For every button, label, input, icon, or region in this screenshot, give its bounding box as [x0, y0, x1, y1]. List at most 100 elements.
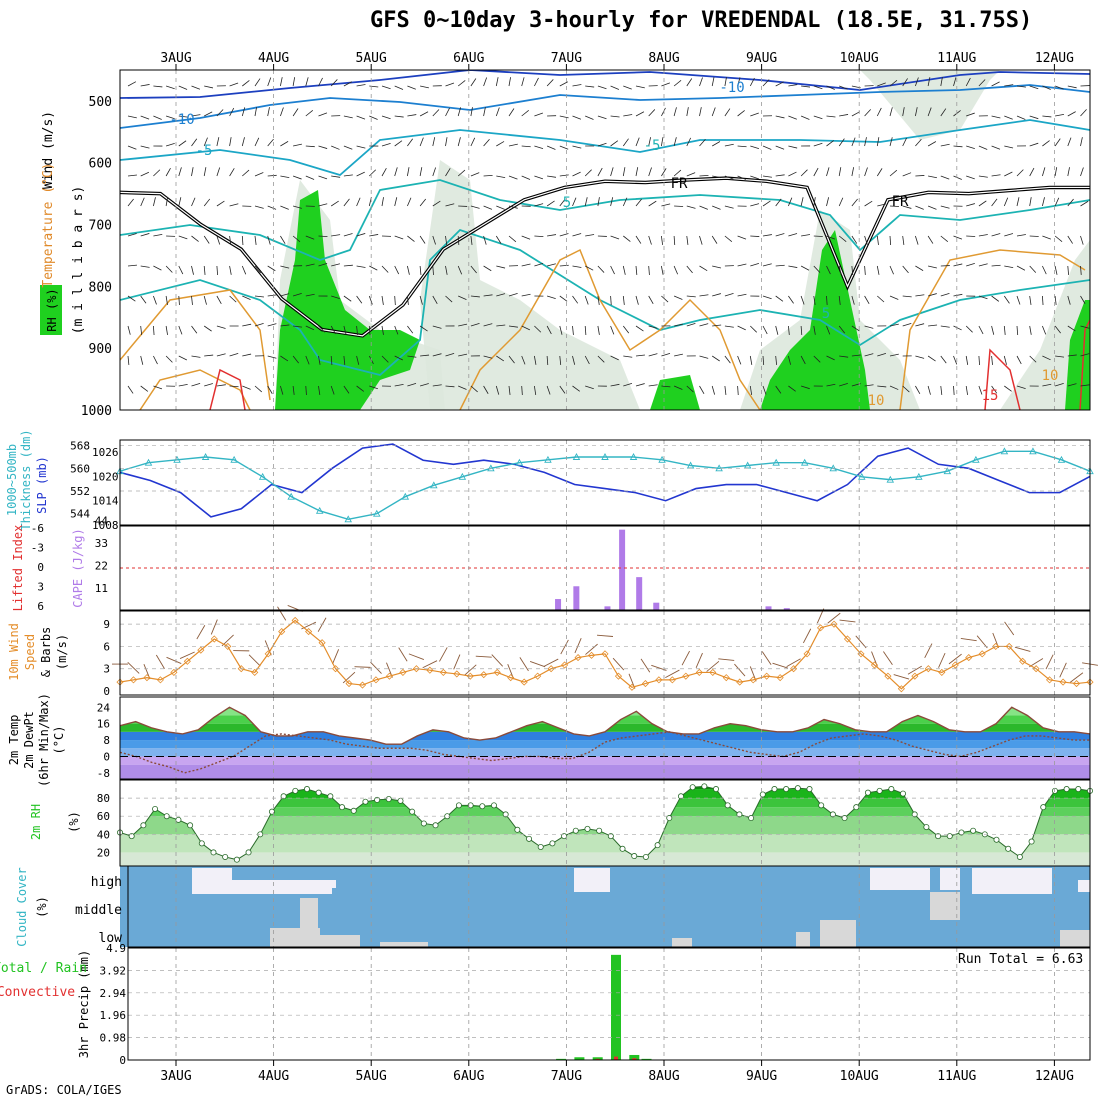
rh-point — [350, 807, 357, 814]
wind-barb — [153, 325, 155, 336]
rh-point — [783, 786, 790, 793]
rh-point — [537, 843, 544, 850]
wind-barb — [965, 355, 969, 365]
wind-barb — [953, 293, 963, 297]
wind-barb — [1016, 85, 1026, 88]
wind-barb — [775, 198, 782, 207]
wind-barb — [940, 108, 947, 117]
rh-point — [187, 822, 194, 829]
rh-point — [362, 798, 369, 805]
wind-barb — [521, 325, 531, 331]
wind-barb — [788, 115, 797, 120]
wind-barb — [661, 82, 670, 87]
wind10m-barb — [855, 635, 867, 649]
wind-barb — [381, 142, 391, 147]
wind10m-barb — [772, 662, 788, 669]
thickness-point — [458, 472, 467, 480]
wind10m-label-1: 10m Wind — [7, 623, 21, 681]
wind10m-point — [884, 672, 892, 680]
wind-barb — [940, 385, 943, 395]
wind-barb — [622, 295, 625, 305]
wind-barb — [788, 233, 798, 237]
wind10m-point — [305, 628, 313, 636]
wind-barb — [800, 169, 808, 177]
temperature-contour-warm — [899, 249, 1086, 410]
wind-barb — [457, 80, 466, 87]
wind-barb — [889, 385, 899, 390]
wind-barb — [140, 265, 150, 268]
wind10m-barb — [1014, 646, 1031, 652]
wind10m-point — [466, 672, 474, 680]
wind-barb — [749, 355, 753, 365]
wind-barb — [838, 197, 844, 207]
rh-point — [455, 802, 462, 809]
wind-barb — [432, 167, 437, 177]
date-label-top: 6AUG — [453, 51, 484, 66]
wind-barb — [686, 235, 689, 245]
wind-barb — [331, 145, 340, 150]
rh-point — [432, 822, 439, 829]
wind-barb — [280, 141, 289, 147]
precip-convective-bar — [595, 1058, 600, 1060]
grads-credit: GrADS: COLA/IGES — [6, 1083, 122, 1097]
wind-barb — [1004, 171, 1013, 177]
wind-barb — [902, 107, 905, 117]
wind-barb — [1080, 384, 1090, 387]
wind-barb — [470, 172, 480, 177]
wind-barb — [292, 385, 295, 395]
wind-barb — [242, 353, 252, 357]
temperature-band — [120, 748, 1090, 757]
cloud-unit-label: (%) — [35, 896, 49, 918]
wind-barb — [635, 354, 645, 357]
wind10m-point — [210, 635, 218, 643]
wind-barb — [191, 114, 201, 117]
cloud-high-block — [940, 868, 960, 890]
wind-barb — [153, 197, 156, 207]
rh-point — [514, 826, 521, 833]
wind-barb — [394, 325, 399, 335]
li-label: Lifted Index — [11, 525, 25, 612]
thickness-point — [886, 475, 895, 483]
wind-barb — [712, 175, 722, 179]
wind-barb — [750, 175, 759, 180]
wind-barb — [343, 198, 350, 207]
wind-barb — [991, 198, 998, 207]
cape-label: CAPE (J/kg) — [71, 528, 85, 607]
temperature-label: (6hr Min/Max) — [37, 693, 51, 787]
wind-barb — [661, 137, 664, 147]
rh-point — [374, 796, 381, 803]
wind-barb — [470, 235, 473, 245]
wind-barb — [267, 323, 277, 327]
wind-barb — [801, 234, 811, 237]
wind10m-barb — [475, 655, 492, 658]
wind10m-barb — [761, 651, 772, 666]
rh-tick: 80 — [97, 792, 110, 805]
wind-barb — [483, 138, 490, 147]
rh-point — [993, 836, 1000, 843]
date-label-bottom: 5AUG — [356, 1069, 387, 1084]
wind-barb — [445, 295, 453, 303]
rh-point — [526, 835, 533, 842]
panel-frame — [119, 525, 1091, 611]
wind-barb — [610, 355, 619, 361]
wind-barb — [559, 233, 569, 237]
wind-barb — [585, 385, 594, 390]
wind-barb — [572, 385, 580, 392]
wind-barb — [127, 295, 136, 302]
wind-barb — [800, 197, 804, 207]
wind-barb — [585, 265, 594, 271]
temperature-tick: 8 — [103, 734, 110, 747]
wind-barb — [915, 265, 924, 271]
wind10m-point — [1032, 665, 1040, 673]
wind-barb — [648, 235, 652, 245]
precip-total-rain-label: Total / Rain — [0, 961, 87, 976]
wind-barb — [711, 235, 718, 244]
wind-barb — [547, 263, 556, 267]
wind-barb — [1029, 235, 1039, 237]
wind-barb — [864, 200, 873, 207]
wind-barb — [407, 114, 417, 117]
wind-barb — [534, 325, 542, 333]
wind-barb — [127, 81, 137, 87]
wind-barb — [458, 295, 467, 300]
wind-barb — [750, 325, 758, 333]
